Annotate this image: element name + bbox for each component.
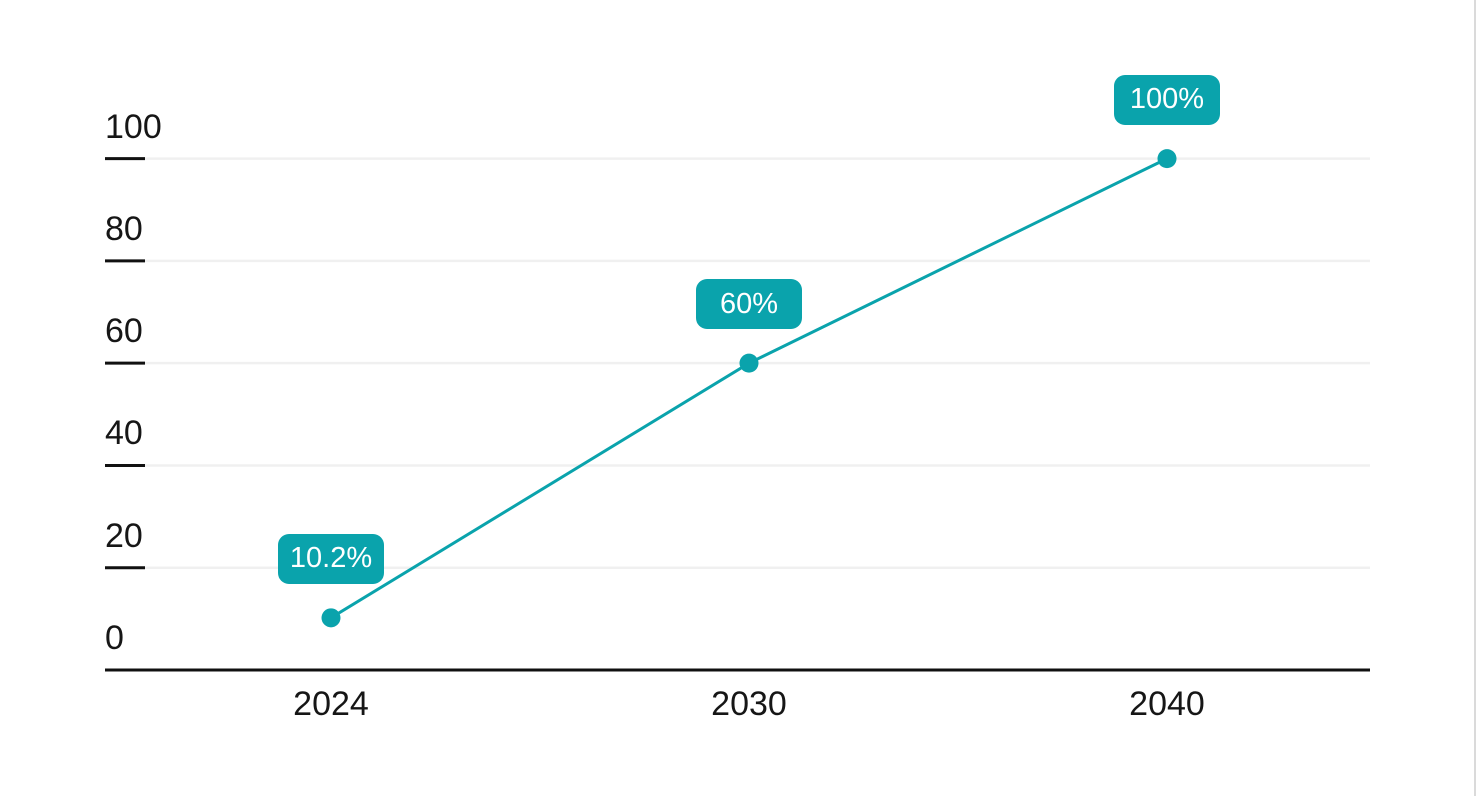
window-right-border	[1474, 0, 1476, 796]
data-label-badge: 60%	[696, 279, 802, 330]
data-point	[1157, 149, 1177, 169]
y-axis-label: 80	[105, 209, 143, 248]
y-axis-label: 40	[105, 414, 143, 453]
data-point	[321, 608, 341, 628]
data-point	[739, 353, 759, 373]
x-axis-label: 2040	[1129, 685, 1205, 723]
y-axis-label: 60	[105, 312, 143, 351]
y-axis-label: 100	[105, 107, 162, 146]
y-axis-label: 20	[105, 516, 143, 555]
data-label-badge: 100%	[1114, 74, 1220, 125]
y-axis-label: 0	[105, 619, 124, 657]
data-label-badge: 10.2%	[278, 533, 384, 584]
x-axis-label: 2024	[293, 685, 369, 723]
x-axis-label: 2030	[711, 685, 787, 723]
series-line	[330, 157, 1168, 620]
